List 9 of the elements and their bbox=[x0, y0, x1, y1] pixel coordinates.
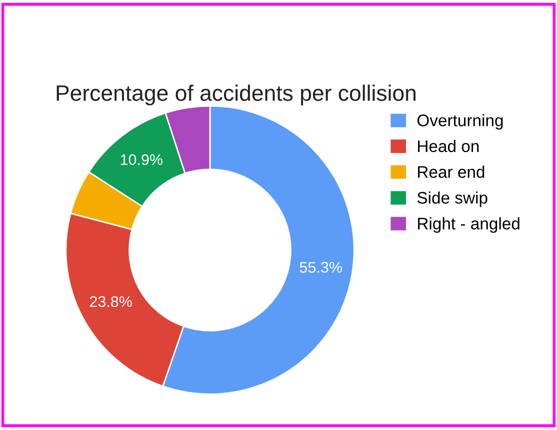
chart-title: Percentage of accidents per collision bbox=[56, 84, 416, 106]
legend-label: Rear end bbox=[418, 166, 484, 178]
legend-label: Head on bbox=[418, 140, 479, 152]
data-label: 10.9% bbox=[120, 154, 162, 166]
legend-label: Right - angled bbox=[418, 217, 520, 233]
data-label: 23.8% bbox=[90, 296, 132, 308]
data-label: 55.3% bbox=[300, 262, 342, 273]
legend-label: Side swip bbox=[417, 191, 488, 207]
legend-label: Overturning bbox=[417, 114, 503, 130]
